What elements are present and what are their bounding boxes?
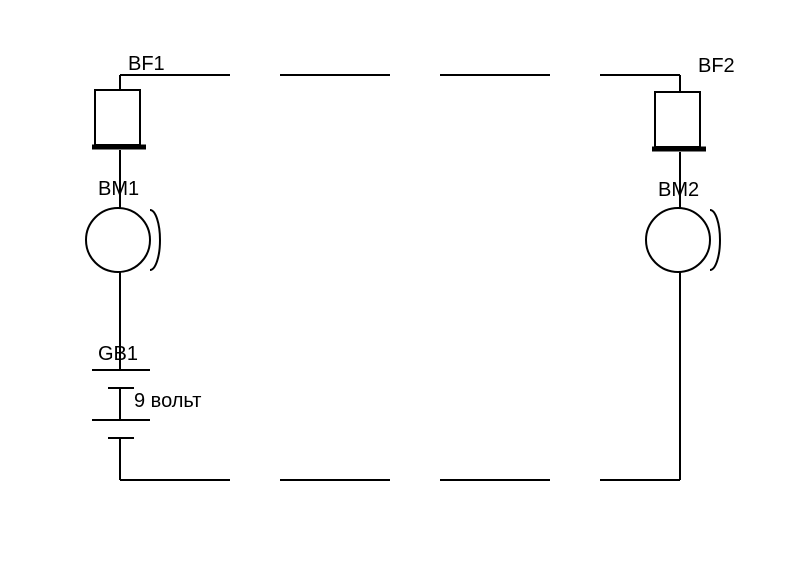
label-bm1: BM1 [98,178,139,200]
label-bf2: BF2 [698,55,735,77]
label-bm2: BM2 [658,179,699,201]
component-bm2: BM2 [646,179,720,480]
label-bf1: BF1 [128,53,165,75]
label-gb1: GB1 [98,343,138,365]
component-bm1: BM1 [86,178,160,340]
circuit-diagram: BF1 BF2 BM1 BM2 GB1 9 вольт [0,0,800,570]
component-gb1: GB1 9 вольт [92,340,201,480]
value-gb1: 9 вольт [134,390,201,412]
